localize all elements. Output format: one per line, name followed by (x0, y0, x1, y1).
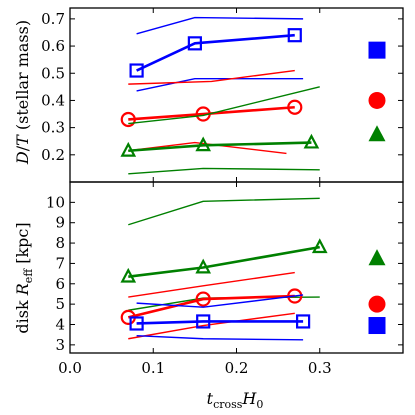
bottom-data-point (287, 288, 303, 304)
bottom-data-point (120, 267, 137, 283)
top-legend-marker-circle (368, 91, 386, 109)
top-series-line-7 (128, 86, 320, 125)
top-y-tick-label: 0.7 (41, 10, 65, 28)
top-plot-frame (69, 7, 404, 183)
top-series-line-1 (136, 16, 304, 35)
bottom-series-line-6 (136, 320, 304, 325)
top-y-tick-label: 0.4 (41, 91, 65, 109)
top-series-line-2 (136, 77, 304, 92)
top-data-point (287, 99, 303, 115)
bottom-y-axis-label: disk Reff [kpc] (13, 222, 35, 333)
top-y-tick-label: 0.5 (41, 64, 65, 82)
bottom-series-line-3 (127, 294, 295, 319)
top-data-point (187, 36, 202, 51)
top-series-line-3 (128, 105, 295, 121)
bottom-y-tick-label: 3 (55, 336, 65, 354)
x-tick-label: 0.2 (225, 359, 249, 377)
top-y-tick-label: 0.6 (41, 37, 65, 55)
x-tick-label: 0.0 (58, 359, 82, 377)
bottom-y-tick-label: 6 (55, 275, 65, 293)
top-series-line-6 (128, 141, 312, 153)
bottom-y-tick-label: 10 (46, 193, 65, 211)
bottom-data-point (129, 316, 144, 331)
bottom-data-point (195, 258, 212, 274)
top-data-point (120, 111, 136, 128)
top-series-line-4 (128, 69, 295, 85)
bottom-series-line-4 (128, 271, 295, 298)
bottom-series-line-1 (128, 197, 320, 226)
bottom-y-tick-label: 7 (55, 254, 65, 272)
top-y-axis-label: D/T (stellar mass) (13, 20, 32, 165)
top-legend-marker-square (368, 41, 386, 59)
bottom-y-tick-label: 5 (55, 295, 65, 313)
x-tick-label: 0.3 (308, 359, 332, 377)
bottom-series-line-7 (136, 294, 304, 308)
top-panel: 0.2 0.3 0.4 0.5 0.6 0.7 (41, 7, 404, 183)
bottom-legend-marker-circle (368, 295, 386, 313)
top-y-tick-label: 0.3 (41, 119, 65, 137)
bottom-panel: 3 4 5 6 7 8 9 10 0.0 0.1 0.2 0.3 (46, 181, 404, 377)
bottom-series-line-8 (136, 334, 304, 341)
bottom-data-point (311, 238, 328, 254)
bottom-series-line-0 (128, 245, 320, 278)
top-data-point (303, 133, 320, 149)
bottom-y-tick-label: 4 (55, 316, 65, 334)
bottom-y-tick-label: 8 (55, 234, 65, 252)
bottom-legend-marker-triangle (368, 249, 386, 266)
bottom-data-point (195, 291, 211, 307)
top-legend-marker-triangle (368, 125, 386, 142)
top-y-tick-label: 0.2 (41, 146, 65, 164)
x-tick-label: 0.1 (141, 359, 165, 377)
top-data-point (287, 28, 302, 43)
x-axis-label: tcrossH0 (207, 389, 264, 411)
top-series-line-0 (136, 33, 295, 72)
top-data-point (129, 63, 144, 78)
bottom-y-tick-label: 9 (55, 214, 65, 232)
top-data-point (120, 141, 137, 157)
bottom-data-point (296, 314, 311, 329)
top-series-line-8 (128, 167, 320, 175)
bottom-legend-marker-square (368, 317, 386, 335)
bottom-series-line-5 (128, 312, 295, 340)
top-data-point (195, 136, 212, 152)
bottom-data-point (196, 314, 211, 329)
bottom-plot-frame (69, 181, 404, 354)
